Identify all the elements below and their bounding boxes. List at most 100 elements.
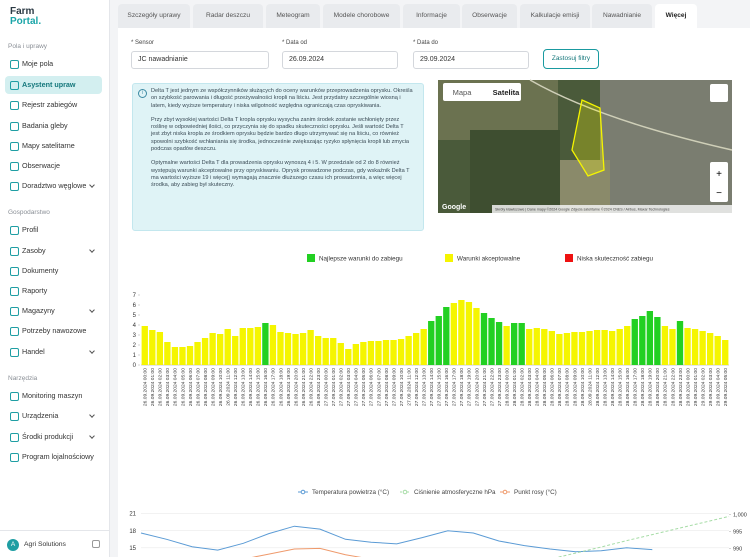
y2-tick-label: 995 <box>733 530 742 536</box>
fullscreen-button[interactable] <box>710 84 728 102</box>
x-tick-label: 29.09.2024 01:00 <box>693 368 699 406</box>
x-tick-label: 28.09.2024 08:00 <box>565 368 571 406</box>
nav-item[interactable]: Środki produkcji <box>5 428 102 446</box>
nav-item[interactable]: Moje pola <box>5 55 102 73</box>
field-outline <box>571 99 605 177</box>
tab[interactable]: Informacje <box>403 4 460 28</box>
bar <box>631 319 638 365</box>
tab[interactable]: Więcej <box>655 4 697 28</box>
map[interactable]: Mapa Satelita + − Google Skróty klawiszo… <box>438 79 733 213</box>
nav-item[interactable]: Dokumenty <box>5 262 102 280</box>
tab[interactable]: Szczegóły uprawy <box>118 4 190 28</box>
y-tick-label: 2 <box>133 343 137 349</box>
bar <box>382 340 390 365</box>
bar <box>179 347 186 365</box>
nav-item[interactable]: Badania gleby <box>5 117 102 135</box>
sensor-select[interactable]: JC nawadnianie <box>131 51 269 69</box>
bar <box>646 311 654 365</box>
x-tick-label: 27.09.2024 21:00 <box>482 368 488 406</box>
nav-item[interactable]: Mapy satelitarne <box>5 137 102 155</box>
bar <box>284 333 292 365</box>
bar <box>443 307 450 365</box>
x-tick-label: 26.09.2024 08:00 <box>203 368 209 406</box>
x-tick-label: 29.09.2024 00:00 <box>685 368 691 406</box>
info-paragraph: Przy zbyt wysokiej wartości Delta T krop… <box>151 116 410 153</box>
bar <box>209 333 216 365</box>
tab[interactable]: Nawadnianie <box>592 4 652 28</box>
x-tick-label: 27.09.2024 12:00 <box>414 368 420 406</box>
x-tick-label: 28.09.2024 14:00 <box>610 368 616 406</box>
attribution-bg <box>492 205 732 213</box>
x-tick-label: 28.09.2024 18:00 <box>640 368 646 406</box>
zoom-control[interactable] <box>710 162 728 202</box>
bar <box>624 326 631 365</box>
bar <box>533 328 540 365</box>
bar <box>608 331 616 365</box>
map-button[interactable]: Mapa <box>453 88 473 97</box>
bar <box>661 326 669 365</box>
bar <box>412 333 420 365</box>
x-tick-label: 27.09.2024 15:00 <box>437 368 443 406</box>
nav-item[interactable]: Doradztwo węglowe <box>5 177 102 195</box>
bar <box>314 336 322 365</box>
date-to[interactable]: 29.09.2024 <box>413 51 529 69</box>
x-tick-label: 28.09.2024 01:00 <box>512 368 518 406</box>
logo[interactable]: Farm Portal. <box>10 7 41 27</box>
x-tick-label: 28.09.2024 06:00 <box>550 368 556 406</box>
map-button[interactable]: Satelita <box>493 88 521 97</box>
nav-item[interactable]: Urządzenia <box>5 407 102 425</box>
bar <box>586 331 593 365</box>
series-line <box>140 525 653 553</box>
bar <box>345 349 352 365</box>
nav-item[interactable]: Potrzeby nawozowe <box>5 322 102 340</box>
zoom-out-icon: − <box>716 188 722 199</box>
bar <box>706 333 714 365</box>
nav-item[interactable]: Rejestr zabiegów <box>5 96 102 114</box>
x-tick-label: 26.09.2024 22:00 <box>308 368 314 406</box>
nav-item[interactable]: Obserwacje <box>5 157 102 175</box>
avatar[interactable]: A <box>7 539 19 551</box>
nav-item[interactable]: Zasoby <box>5 242 102 260</box>
nav-item[interactable]: Asystent upraw <box>5 76 102 94</box>
nav-item[interactable]: Raporty <box>5 282 102 300</box>
bar <box>375 341 382 365</box>
bar <box>239 328 246 365</box>
collapse-icon[interactable] <box>92 540 100 548</box>
date-from[interactable]: 26.09.2024 <box>282 51 398 69</box>
tab[interactable]: Modele chorobowe <box>323 4 400 28</box>
tab[interactable]: Radar deszczu <box>193 4 263 28</box>
x-tick-label: 26.09.2024 03:00 <box>165 368 171 406</box>
x-tick-label: 26.09.2024 01:00 <box>150 368 156 406</box>
map-type-switch[interactable] <box>443 83 521 101</box>
bar <box>360 342 367 365</box>
x-tick-label: 26.09.2024 11:00 <box>225 368 231 406</box>
bar <box>141 326 148 365</box>
nav-item[interactable]: Profil <box>5 221 102 239</box>
legend-marker <box>300 489 306 495</box>
legend-marker <box>402 489 408 495</box>
x-tick-label: 27.09.2024 11:00 <box>406 368 412 406</box>
bar <box>722 340 729 365</box>
account-name[interactable]: Agri Solutions <box>24 541 66 548</box>
bar <box>601 330 608 365</box>
x-tick-label: 26.09.2024 17:00 <box>271 368 277 406</box>
legend-label: Warunki akceptowalne <box>457 256 521 263</box>
tab[interactable]: Meteogram <box>266 4 320 28</box>
nav-item[interactable]: Monitoring maszyn <box>5 387 102 405</box>
x-tick-label: 27.09.2024 14:00 <box>429 368 435 406</box>
apply-button[interactable]: Zastosuj filtry <box>543 49 599 69</box>
bar <box>435 316 442 365</box>
tab[interactable]: Obserwacje <box>462 4 517 28</box>
bar <box>526 329 533 365</box>
tab[interactable]: Kalkulacje emisji <box>520 4 590 28</box>
nav-item[interactable]: Program lojalnościowy <box>5 448 102 466</box>
bar <box>390 340 397 365</box>
nav-item[interactable]: Magazyny <box>5 302 102 320</box>
x-tick-label: 27.09.2024 06:00 <box>369 368 375 406</box>
x-tick-label: 26.09.2024 05:00 <box>180 368 186 406</box>
nav-item[interactable]: Handel <box>5 343 102 361</box>
x-tick-label: 28.09.2024 02:00 <box>519 368 525 406</box>
x-tick-label: 28.09.2024 21:00 <box>663 368 669 406</box>
bar <box>495 322 503 365</box>
